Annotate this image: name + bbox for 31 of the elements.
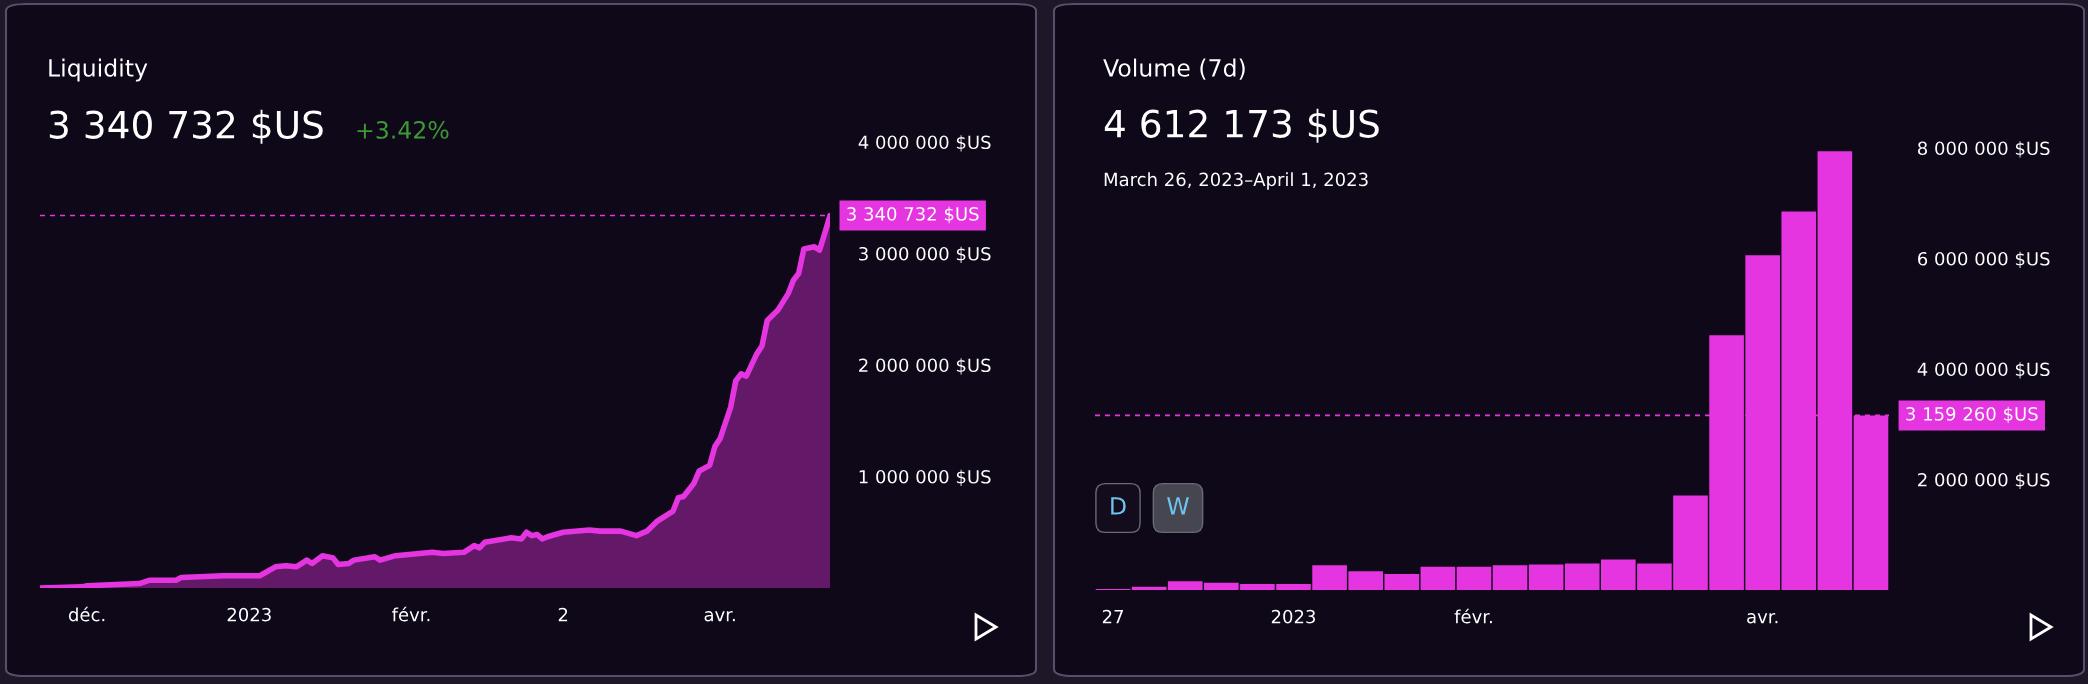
x-tick-label: févr. <box>392 606 430 622</box>
ref-line-label: 3 159 260 $US <box>1906 406 2038 424</box>
y-tick-label: 4 000 000 $US <box>1917 362 2050 379</box>
y-tick-label: 1 000 000 $US <box>859 469 991 487</box>
y-tick-label: 6 000 000 $US <box>1918 251 2050 269</box>
y-tick-label: 4 000 000 $US <box>858 135 991 152</box>
y-tick-label: 8 000 000 $US <box>1918 141 2050 158</box>
annotation: March 26, 2023–April 1, 2023 <box>1104 172 1368 190</box>
annotation: W <box>1167 497 1189 515</box>
y-tick-label: 2 000 000 $US <box>859 358 991 375</box>
x-tick-label: 2023 <box>1271 609 1316 624</box>
x-tick-label: 2 <box>558 607 568 622</box>
text: +3.42% <box>357 120 449 139</box>
chart-subtitle: 3 340 732 $US <box>49 109 323 144</box>
bar <box>1420 566 1456 590</box>
x-tick-label: avr. <box>1747 613 1778 624</box>
chart-title: Volume (7d) <box>1103 58 1245 80</box>
x-tick-label: 27 <box>1102 609 1123 624</box>
chart-title: Liquidity <box>49 58 148 82</box>
x-tick-label: févr. <box>1454 608 1492 624</box>
x-tick-label: 2023 <box>227 607 271 622</box>
bar <box>1492 565 1528 590</box>
bar <box>1456 566 1492 590</box>
bar <box>1528 564 1564 590</box>
x-tick-label: déc. <box>68 606 105 622</box>
x-tick-label: avr. <box>704 611 735 622</box>
y-tick-label: 3 000 000 $US <box>859 246 991 264</box>
annotation: D <box>1111 497 1126 515</box>
ref-line-label: 3 340 732 $US <box>847 206 979 224</box>
y-tick-label: 2 000 000 $US <box>1918 472 2050 490</box>
chart-subtitle: 4 612 173 $US <box>1104 108 1379 143</box>
